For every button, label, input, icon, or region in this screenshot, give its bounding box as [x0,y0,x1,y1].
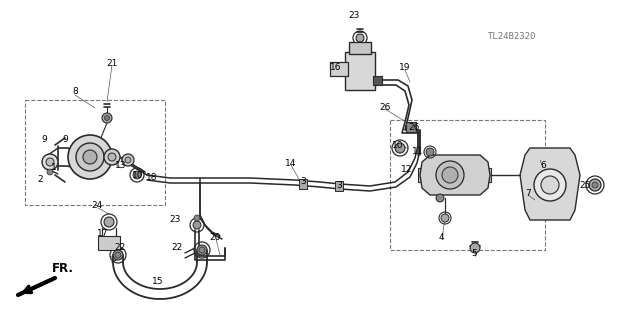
Circle shape [104,149,120,165]
Bar [330,62,348,76]
Bar [299,179,307,189]
Circle shape [46,158,54,166]
Bar [345,52,375,90]
Text: 17: 17 [97,229,109,239]
Bar [349,42,371,54]
Circle shape [115,252,121,258]
Text: 25: 25 [579,181,591,189]
Circle shape [441,214,449,222]
Text: 7: 7 [525,189,531,197]
Text: 15: 15 [152,277,164,286]
Text: 3: 3 [300,176,306,186]
Bar [25,100,165,205]
Circle shape [104,115,109,121]
Text: 12: 12 [401,166,413,174]
Circle shape [541,176,559,194]
Bar [406,122,416,132]
Bar [335,181,343,191]
Text: 6: 6 [540,160,546,169]
Text: 5: 5 [471,249,477,258]
Text: 2: 2 [37,174,43,183]
Circle shape [104,217,114,227]
Text: 3: 3 [336,181,342,189]
Bar [98,236,120,250]
Circle shape [534,169,566,201]
Text: 11: 11 [412,147,424,157]
Circle shape [83,150,97,164]
Text: FR.: FR. [52,262,74,275]
Text: 10: 10 [132,170,144,180]
Text: 23: 23 [348,11,360,19]
Text: 26: 26 [380,102,390,112]
Circle shape [442,167,458,183]
Text: 18: 18 [147,173,157,182]
Text: 26: 26 [408,122,420,131]
Circle shape [125,157,131,163]
Circle shape [589,179,601,191]
Circle shape [133,171,141,179]
Circle shape [356,34,364,42]
Circle shape [197,245,207,255]
Text: 20: 20 [209,233,221,241]
Circle shape [436,161,464,189]
Text: 24: 24 [92,202,102,211]
Circle shape [42,154,58,170]
Circle shape [68,135,112,179]
Polygon shape [420,155,490,195]
Circle shape [470,243,480,253]
Circle shape [426,148,434,156]
Text: 9: 9 [62,136,68,145]
Text: 4: 4 [438,233,444,241]
Circle shape [102,113,112,123]
Text: 23: 23 [170,216,180,225]
Bar [483,168,491,182]
Text: 13: 13 [115,161,127,170]
Circle shape [47,169,53,175]
Circle shape [592,182,598,188]
Text: 22: 22 [115,243,125,253]
Circle shape [194,215,200,221]
Text: 21: 21 [106,58,118,68]
Bar [418,168,426,182]
Circle shape [395,143,405,153]
Text: 16: 16 [330,63,342,71]
Text: 10: 10 [392,140,404,150]
Text: TL24B2320: TL24B2320 [488,32,536,41]
Circle shape [193,221,201,229]
Text: 9: 9 [41,136,47,145]
Polygon shape [520,148,580,220]
Bar [390,120,545,250]
Circle shape [113,250,123,260]
Circle shape [122,154,134,166]
Text: 1: 1 [51,164,57,173]
Text: 14: 14 [285,159,297,167]
Bar [373,76,382,85]
Text: 8: 8 [72,87,78,97]
Text: 19: 19 [399,63,411,72]
Circle shape [199,247,205,253]
Circle shape [76,143,104,171]
Circle shape [436,194,444,202]
Text: 22: 22 [172,243,182,253]
Circle shape [108,153,116,161]
